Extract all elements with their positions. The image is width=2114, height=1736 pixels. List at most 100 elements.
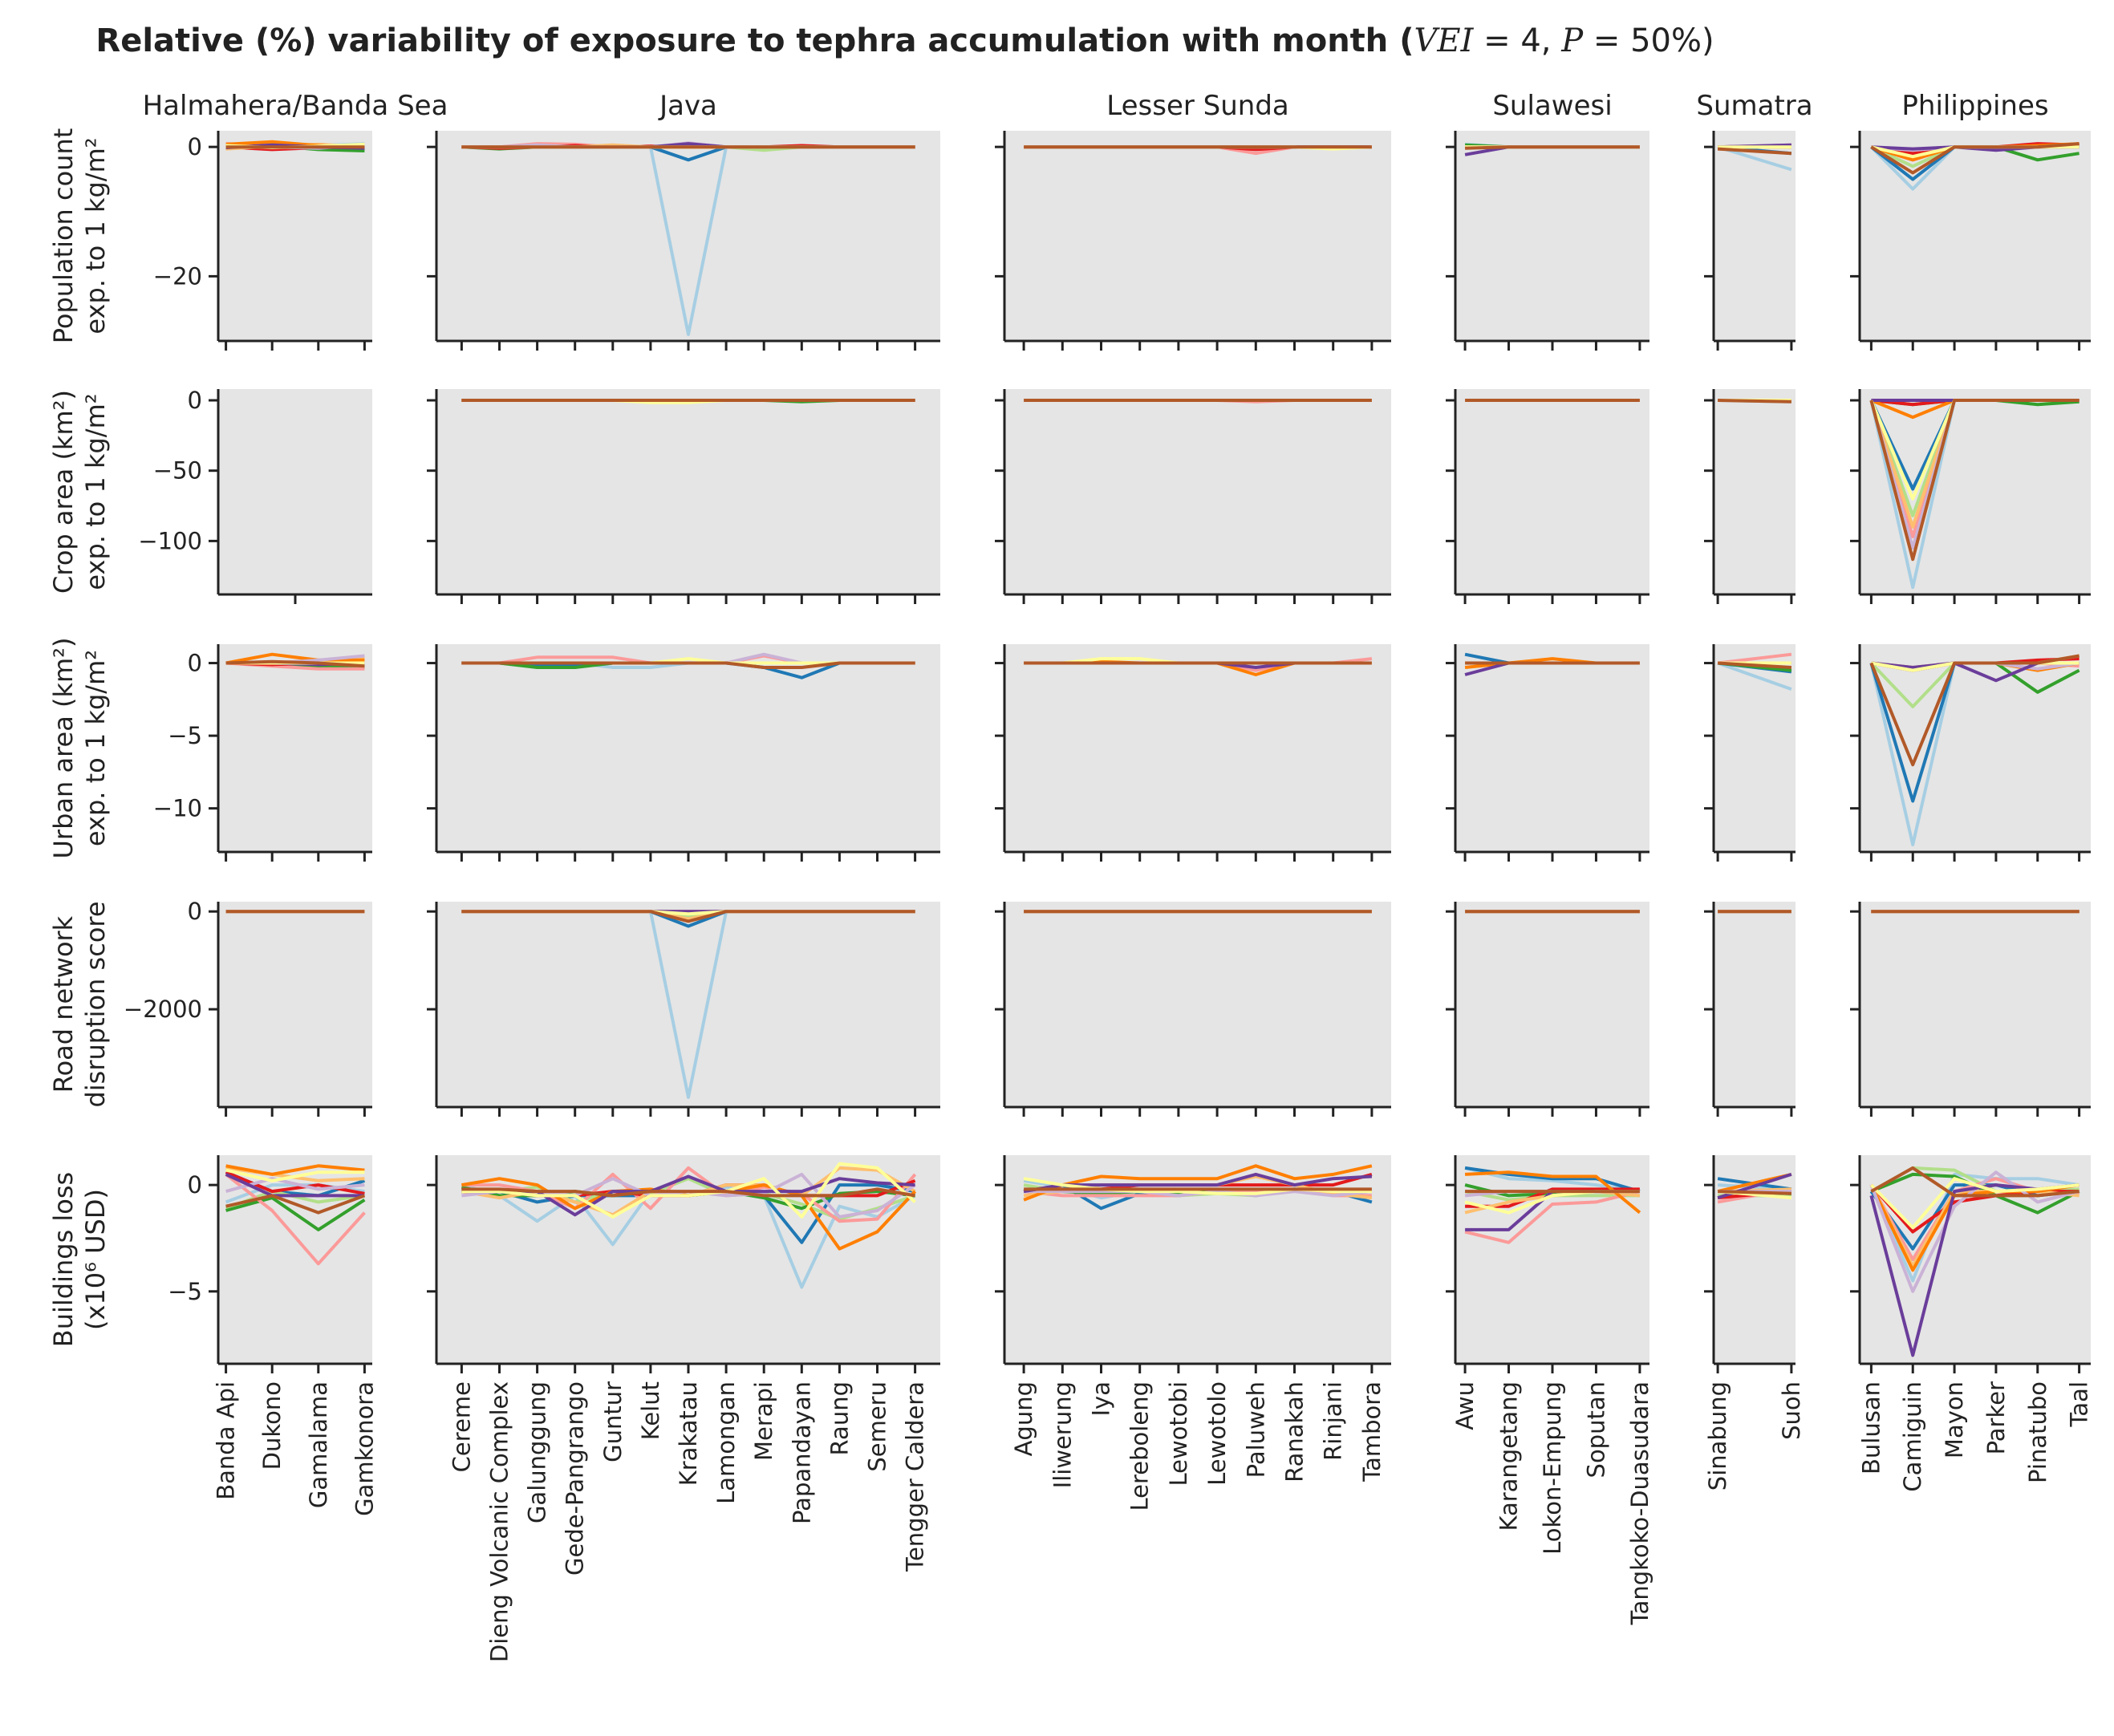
panel-background xyxy=(218,131,372,341)
series-line xyxy=(1869,654,2080,767)
series-line xyxy=(225,659,365,668)
x-tick-label: Karangetang xyxy=(1495,1381,1523,1531)
chart-title: Relative (%) variability of exposure to … xyxy=(95,22,1714,59)
series-line xyxy=(225,1196,366,1231)
x-tick-label: Soputan xyxy=(1582,1381,1609,1478)
region-title: Java xyxy=(658,90,717,122)
x-tick-label: Dieng Volcanic Complex xyxy=(486,1381,513,1662)
panel-background xyxy=(1004,131,1391,341)
x-tick-label: Papandayan xyxy=(788,1381,815,1524)
y-tick-label: 0 xyxy=(188,387,202,414)
panel-background xyxy=(1714,131,1795,341)
panel-background xyxy=(1004,902,1391,1107)
x-tick-label: Awu xyxy=(1451,1381,1479,1430)
panel-background xyxy=(218,902,372,1107)
x-tick-label: Kelut xyxy=(637,1381,664,1440)
y-tick-label: 0 xyxy=(188,650,202,677)
x-tick-label: Raung xyxy=(826,1381,853,1455)
x-tick-label: Lewotolo xyxy=(1203,1381,1231,1486)
x-tick-label: Sinabung xyxy=(1704,1381,1731,1491)
x-tick-label: Camiguin xyxy=(1899,1381,1926,1492)
y-axis-label: exp. to 1 kg/m² xyxy=(80,393,111,590)
region-title: Halmahera/Banda Sea xyxy=(143,90,448,122)
series-line xyxy=(1869,1172,2080,1283)
series-line xyxy=(461,910,915,923)
x-tick-label: Parker xyxy=(1982,1381,2010,1454)
panel-grid: Halmahera/Banda Sea Java Lesser Sunda Sulaw… xyxy=(48,90,2093,1662)
region-title: Philippines xyxy=(1901,90,2048,122)
x-tick-label: Lereboleng xyxy=(1126,1381,1154,1511)
series-line xyxy=(1870,1166,2080,1198)
y-axis-label: Road network xyxy=(48,915,79,1093)
panel-background xyxy=(436,389,940,594)
y-tick-label: 0 xyxy=(188,133,202,160)
x-tick-label: Rinjani xyxy=(1320,1381,1347,1461)
x-tick-label: Tangkoko-Duasudara xyxy=(1626,1381,1653,1625)
series-line xyxy=(225,1194,366,1215)
panel-background xyxy=(1714,389,1795,594)
series-line xyxy=(225,652,365,665)
y-tick-label: 0 xyxy=(188,1171,202,1199)
y-tick-label: −20 xyxy=(153,262,202,290)
series-line xyxy=(1717,147,1792,156)
panel-background xyxy=(1455,131,1649,341)
series-line xyxy=(225,1164,365,1176)
y-tick-label: −10 xyxy=(153,795,202,822)
x-tick-label: Bulusan xyxy=(1857,1381,1885,1474)
panel-background xyxy=(218,389,372,594)
series-line xyxy=(1718,1190,1791,1195)
x-tick-label: Paluweh xyxy=(1242,1381,1269,1478)
x-tick-label: Iya xyxy=(1088,1381,1115,1417)
x-tick-label: Gamkonora xyxy=(351,1381,378,1516)
series-line xyxy=(461,1162,916,1219)
series-line xyxy=(461,661,915,669)
series-line xyxy=(1023,1164,1373,1202)
series-line xyxy=(225,1170,365,1195)
x-tick-label: Lokon-Empung xyxy=(1539,1381,1566,1555)
series-line xyxy=(225,1168,365,1182)
series-line xyxy=(1464,1190,1641,1244)
region-title: Sumatra xyxy=(1696,90,1812,122)
series-line xyxy=(1718,399,1791,404)
x-tick-label: Agung xyxy=(1010,1381,1037,1456)
y-axis-label: Urban area (km²) xyxy=(48,638,79,859)
x-tick-label: Iliwerung xyxy=(1049,1381,1076,1488)
panel-background xyxy=(1455,644,1649,852)
panel-background xyxy=(436,902,940,1107)
panel-background xyxy=(436,644,940,852)
y-axis-label: exp. to 1 kg/m² xyxy=(80,137,111,334)
series-line xyxy=(1869,399,2080,562)
x-tick-label: Mayon xyxy=(1941,1381,1968,1458)
series-line xyxy=(1465,1170,1641,1215)
y-tick-label: 0 xyxy=(188,898,202,925)
panel-background xyxy=(436,131,940,341)
series-line xyxy=(225,1173,365,1198)
y-tick-label: −2000 xyxy=(124,996,202,1023)
panel-background xyxy=(1455,389,1649,594)
x-tick-label: Pinatubo xyxy=(2024,1381,2051,1483)
series-line xyxy=(1465,145,1640,150)
y-tick-label: −5 xyxy=(168,722,202,749)
x-tick-label: Gede-Pangrango xyxy=(562,1381,589,1576)
panel-background xyxy=(1714,902,1795,1107)
x-tick-label: Cereme xyxy=(448,1381,475,1472)
series-line xyxy=(1869,1183,2080,1272)
panel-background xyxy=(1860,131,2091,341)
panel-background xyxy=(1455,902,1649,1107)
x-tick-label: Taal xyxy=(2066,1381,2093,1428)
panel-background xyxy=(1860,644,2091,852)
y-axis-label: disruption score xyxy=(80,901,111,1107)
series-line xyxy=(1870,142,2080,175)
y-axis-label: Population count xyxy=(48,128,79,344)
x-tick-label: Ranakah xyxy=(1281,1381,1309,1482)
panel-background xyxy=(1860,902,2091,1107)
series-line xyxy=(461,1177,916,1221)
y-axis-label: (x10⁶ USD) xyxy=(80,1189,111,1330)
y-axis-label: Buildings loss xyxy=(48,1172,79,1347)
x-tick-label: Tambora xyxy=(1358,1381,1386,1482)
x-tick-label: Merapi xyxy=(750,1381,777,1461)
x-tick-label: Dukono xyxy=(258,1381,286,1470)
y-tick-label: −5 xyxy=(168,1278,202,1305)
series-line xyxy=(1023,1172,1373,1194)
